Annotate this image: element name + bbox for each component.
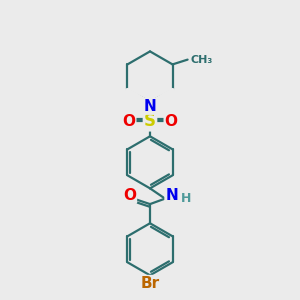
Text: Br: Br xyxy=(140,276,160,291)
Text: H: H xyxy=(181,192,191,205)
Text: N: N xyxy=(144,99,156,114)
Text: O: O xyxy=(165,114,178,129)
Text: CH₃: CH₃ xyxy=(190,55,213,64)
Text: O: O xyxy=(122,114,135,129)
Text: S: S xyxy=(144,112,156,130)
Text: O: O xyxy=(123,188,136,203)
Text: N: N xyxy=(166,188,178,203)
